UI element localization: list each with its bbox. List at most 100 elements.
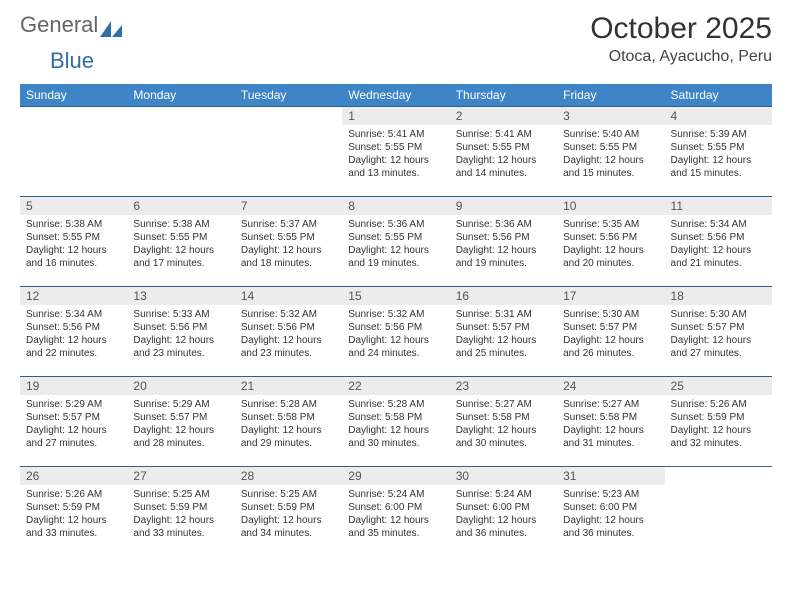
calendar-day-cell: 27Sunrise: 5:25 AMSunset: 5:59 PMDayligh… xyxy=(127,467,234,557)
calendar-day-cell: 13Sunrise: 5:33 AMSunset: 5:56 PMDayligh… xyxy=(127,287,234,377)
day-details: Sunrise: 5:37 AMSunset: 5:55 PMDaylight:… xyxy=(235,215,342,274)
calendar-day-cell: 23Sunrise: 5:27 AMSunset: 5:58 PMDayligh… xyxy=(450,377,557,467)
location: Otoca, Ayacucho, Peru xyxy=(590,48,772,66)
calendar-week-row: 1Sunrise: 5:41 AMSunset: 5:55 PMDaylight… xyxy=(20,107,772,197)
day-number: 14 xyxy=(235,287,342,305)
calendar-day-cell: 9Sunrise: 5:36 AMSunset: 5:56 PMDaylight… xyxy=(450,197,557,287)
day-number: 1 xyxy=(342,107,449,125)
calendar-day-cell: 7Sunrise: 5:37 AMSunset: 5:55 PMDaylight… xyxy=(235,197,342,287)
day-details: Sunrise: 5:24 AMSunset: 6:00 PMDaylight:… xyxy=(342,485,449,544)
day-number: 18 xyxy=(665,287,772,305)
calendar-day-cell: 6Sunrise: 5:38 AMSunset: 5:55 PMDaylight… xyxy=(127,197,234,287)
logo: General xyxy=(20,12,124,38)
logo-text-1: General xyxy=(20,12,98,38)
weekday-header: Sunday xyxy=(20,84,127,107)
day-details: Sunrise: 5:41 AMSunset: 5:55 PMDaylight:… xyxy=(450,125,557,184)
weekday-header: Saturday xyxy=(665,84,772,107)
day-number: 13 xyxy=(127,287,234,305)
day-details: Sunrise: 5:40 AMSunset: 5:55 PMDaylight:… xyxy=(557,125,664,184)
calendar-day-cell: 1Sunrise: 5:41 AMSunset: 5:55 PMDaylight… xyxy=(342,107,449,197)
day-details: Sunrise: 5:29 AMSunset: 5:57 PMDaylight:… xyxy=(127,395,234,454)
day-number: 31 xyxy=(557,467,664,485)
day-number: 30 xyxy=(450,467,557,485)
day-details: Sunrise: 5:27 AMSunset: 5:58 PMDaylight:… xyxy=(557,395,664,454)
calendar-week-row: 19Sunrise: 5:29 AMSunset: 5:57 PMDayligh… xyxy=(20,377,772,467)
day-number: 26 xyxy=(20,467,127,485)
calendar-day-cell: 19Sunrise: 5:29 AMSunset: 5:57 PMDayligh… xyxy=(20,377,127,467)
day-number: 17 xyxy=(557,287,664,305)
calendar-day-cell: 8Sunrise: 5:36 AMSunset: 5:55 PMDaylight… xyxy=(342,197,449,287)
calendar-day-cell: 12Sunrise: 5:34 AMSunset: 5:56 PMDayligh… xyxy=(20,287,127,377)
calendar-day-cell: 30Sunrise: 5:24 AMSunset: 6:00 PMDayligh… xyxy=(450,467,557,557)
calendar-day-cell xyxy=(235,107,342,197)
day-details: Sunrise: 5:25 AMSunset: 5:59 PMDaylight:… xyxy=(235,485,342,544)
day-details: Sunrise: 5:33 AMSunset: 5:56 PMDaylight:… xyxy=(127,305,234,364)
day-number: 3 xyxy=(557,107,664,125)
calendar-day-cell xyxy=(127,107,234,197)
calendar-day-cell xyxy=(20,107,127,197)
day-details: Sunrise: 5:34 AMSunset: 5:56 PMDaylight:… xyxy=(20,305,127,364)
day-details: Sunrise: 5:28 AMSunset: 5:58 PMDaylight:… xyxy=(235,395,342,454)
calendar-day-cell: 20Sunrise: 5:29 AMSunset: 5:57 PMDayligh… xyxy=(127,377,234,467)
calendar-day-cell: 26Sunrise: 5:26 AMSunset: 5:59 PMDayligh… xyxy=(20,467,127,557)
calendar-day-cell: 18Sunrise: 5:30 AMSunset: 5:57 PMDayligh… xyxy=(665,287,772,377)
weekday-header: Friday xyxy=(557,84,664,107)
calendar-day-cell: 2Sunrise: 5:41 AMSunset: 5:55 PMDaylight… xyxy=(450,107,557,197)
calendar-day-cell: 25Sunrise: 5:26 AMSunset: 5:59 PMDayligh… xyxy=(665,377,772,467)
calendar-day-cell: 21Sunrise: 5:28 AMSunset: 5:58 PMDayligh… xyxy=(235,377,342,467)
day-number: 12 xyxy=(20,287,127,305)
day-details: Sunrise: 5:32 AMSunset: 5:56 PMDaylight:… xyxy=(342,305,449,364)
day-details: Sunrise: 5:34 AMSunset: 5:56 PMDaylight:… xyxy=(665,215,772,274)
day-details: Sunrise: 5:32 AMSunset: 5:56 PMDaylight:… xyxy=(235,305,342,364)
day-details: Sunrise: 5:26 AMSunset: 5:59 PMDaylight:… xyxy=(665,395,772,454)
calendar-week-row: 5Sunrise: 5:38 AMSunset: 5:55 PMDaylight… xyxy=(20,197,772,287)
calendar-day-cell: 31Sunrise: 5:23 AMSunset: 6:00 PMDayligh… xyxy=(557,467,664,557)
day-number: 16 xyxy=(450,287,557,305)
calendar-day-cell: 24Sunrise: 5:27 AMSunset: 5:58 PMDayligh… xyxy=(557,377,664,467)
day-details: Sunrise: 5:39 AMSunset: 5:55 PMDaylight:… xyxy=(665,125,772,184)
day-number: 9 xyxy=(450,197,557,215)
calendar-body: 1Sunrise: 5:41 AMSunset: 5:55 PMDaylight… xyxy=(20,107,772,557)
calendar-day-cell: 29Sunrise: 5:24 AMSunset: 6:00 PMDayligh… xyxy=(342,467,449,557)
calendar-day-cell: 5Sunrise: 5:38 AMSunset: 5:55 PMDaylight… xyxy=(20,197,127,287)
calendar-day-cell xyxy=(665,467,772,557)
day-details: Sunrise: 5:24 AMSunset: 6:00 PMDaylight:… xyxy=(450,485,557,544)
calendar-day-cell: 14Sunrise: 5:32 AMSunset: 5:56 PMDayligh… xyxy=(235,287,342,377)
day-number: 7 xyxy=(235,197,342,215)
day-number: 2 xyxy=(450,107,557,125)
day-number: 27 xyxy=(127,467,234,485)
day-number: 6 xyxy=(127,197,234,215)
weekday-header: Thursday xyxy=(450,84,557,107)
day-details: Sunrise: 5:30 AMSunset: 5:57 PMDaylight:… xyxy=(665,305,772,364)
weekday-header: Wednesday xyxy=(342,84,449,107)
calendar-day-cell: 16Sunrise: 5:31 AMSunset: 5:57 PMDayligh… xyxy=(450,287,557,377)
day-number: 5 xyxy=(20,197,127,215)
day-number: 28 xyxy=(235,467,342,485)
day-number: 24 xyxy=(557,377,664,395)
day-details: Sunrise: 5:26 AMSunset: 5:59 PMDaylight:… xyxy=(20,485,127,544)
day-details: Sunrise: 5:36 AMSunset: 5:56 PMDaylight:… xyxy=(450,215,557,274)
calendar-week-row: 12Sunrise: 5:34 AMSunset: 5:56 PMDayligh… xyxy=(20,287,772,377)
day-number: 25 xyxy=(665,377,772,395)
weekday-header: Tuesday xyxy=(235,84,342,107)
day-details: Sunrise: 5:35 AMSunset: 5:56 PMDaylight:… xyxy=(557,215,664,274)
calendar-day-cell: 11Sunrise: 5:34 AMSunset: 5:56 PMDayligh… xyxy=(665,197,772,287)
logo-sail-icon xyxy=(100,17,122,33)
calendar-day-cell: 4Sunrise: 5:39 AMSunset: 5:55 PMDaylight… xyxy=(665,107,772,197)
weekday-header: Monday xyxy=(127,84,234,107)
day-details: Sunrise: 5:38 AMSunset: 5:55 PMDaylight:… xyxy=(127,215,234,274)
day-details: Sunrise: 5:28 AMSunset: 5:58 PMDaylight:… xyxy=(342,395,449,454)
logo-text-2: Blue xyxy=(50,48,94,73)
day-number: 22 xyxy=(342,377,449,395)
day-details: Sunrise: 5:30 AMSunset: 5:57 PMDaylight:… xyxy=(557,305,664,364)
day-number: 8 xyxy=(342,197,449,215)
calendar-day-cell: 15Sunrise: 5:32 AMSunset: 5:56 PMDayligh… xyxy=(342,287,449,377)
day-number: 19 xyxy=(20,377,127,395)
calendar-day-cell: 28Sunrise: 5:25 AMSunset: 5:59 PMDayligh… xyxy=(235,467,342,557)
day-number: 20 xyxy=(127,377,234,395)
day-details: Sunrise: 5:23 AMSunset: 6:00 PMDaylight:… xyxy=(557,485,664,544)
day-number: 11 xyxy=(665,197,772,215)
calendar-header-row: SundayMondayTuesdayWednesdayThursdayFrid… xyxy=(20,84,772,107)
day-number: 23 xyxy=(450,377,557,395)
day-number: 29 xyxy=(342,467,449,485)
